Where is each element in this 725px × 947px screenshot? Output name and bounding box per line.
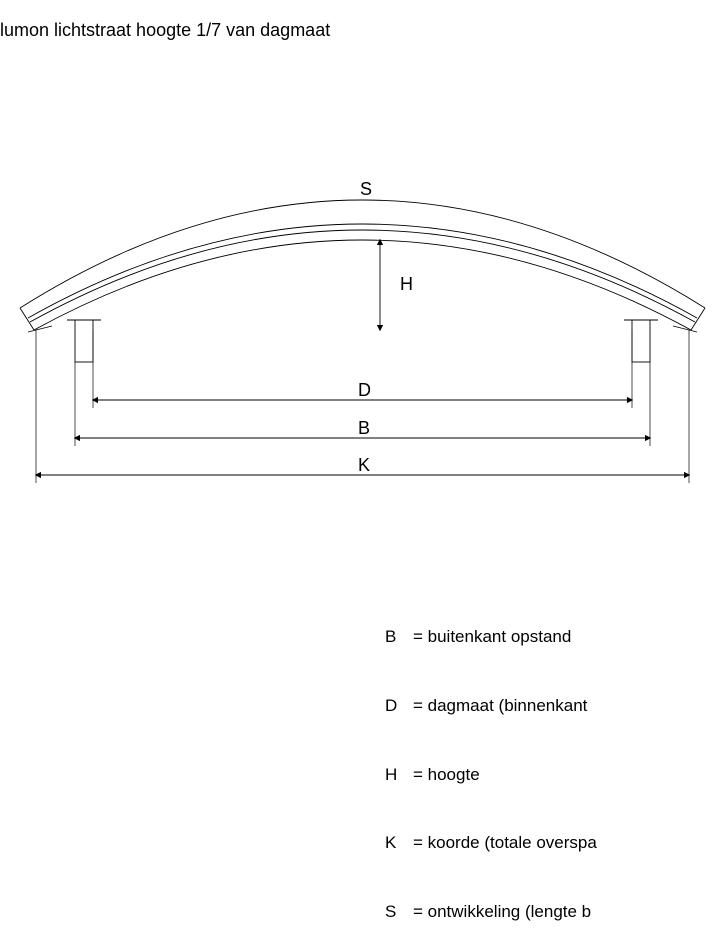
legend-def: = buitenkant opstand: [413, 626, 571, 649]
legend-sym: H: [385, 764, 413, 787]
legend-row: B= buitenkant opstand: [385, 626, 597, 649]
legend-row: D= dagmaat (binnenkant: [385, 695, 597, 718]
arc-outer: [20, 200, 705, 308]
arc-inner: [34, 240, 691, 330]
legend: B= buitenkant opstand D= dagmaat (binnen…: [385, 580, 597, 947]
legend-def: = koorde (totale overspa: [413, 832, 597, 855]
arc-mid1: [28, 224, 697, 318]
legend-sym: B: [385, 626, 413, 649]
legend-sym: D: [385, 695, 413, 718]
legend-def: = hoogte: [413, 764, 480, 787]
legend-row: S= ontwikkeling (lengte b: [385, 901, 597, 924]
legend-row: H= hoogte: [385, 764, 597, 787]
legend-sym: S: [385, 901, 413, 924]
arc-mid2: [30, 230, 695, 322]
legend-sym: K: [385, 832, 413, 855]
label-H: H: [400, 274, 413, 294]
arch-diagram: SHDBK: [0, 0, 725, 725]
legend-row: K= koorde (totale overspa: [385, 832, 597, 855]
legend-def: = ontwikkeling (lengte b: [413, 901, 591, 924]
label-B: B: [358, 418, 370, 438]
label-K: K: [358, 455, 370, 475]
legend-def: = dagmaat (binnenkant: [413, 695, 587, 718]
label-S: S: [360, 179, 372, 199]
label-D: D: [358, 380, 371, 400]
